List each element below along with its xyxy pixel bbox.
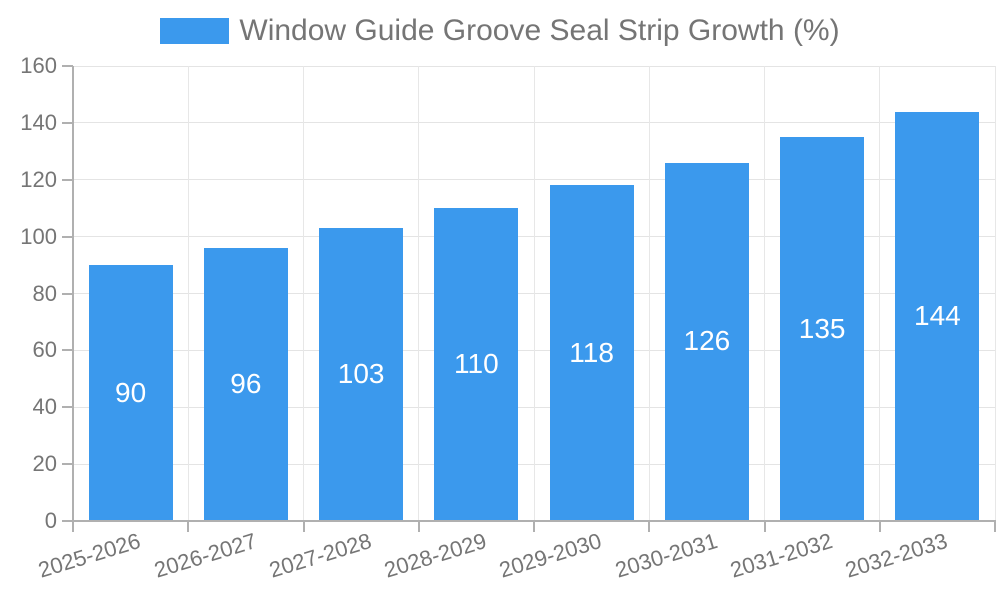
x-tick <box>763 521 766 532</box>
x-tick-label: 2030-2031 <box>611 528 720 583</box>
x-tick <box>648 521 651 532</box>
bar-value-label: 110 <box>454 348 499 380</box>
bar-value-label: 103 <box>337 358 385 390</box>
x-tick-label: 2032-2033 <box>842 528 951 583</box>
y-tick <box>62 121 73 124</box>
x-tick-label: 2026-2027 <box>150 528 259 583</box>
bar[interactable]: 135 <box>780 137 865 520</box>
x-tick <box>994 521 996 532</box>
x-tick <box>878 521 881 532</box>
bar[interactable]: 118 <box>549 185 634 520</box>
y-tick-label: 0 <box>44 508 57 533</box>
y-tick <box>62 463 73 466</box>
legend-label: Window Guide Groove Seal Strip Growth (%… <box>239 14 840 47</box>
y-tick-label: 40 <box>32 394 57 420</box>
x-tick <box>533 521 535 532</box>
bar-value-label: 135 <box>798 312 846 344</box>
bar-value-label: 90 <box>115 376 147 408</box>
x-tick-label: 2025-2026 <box>35 528 144 583</box>
bar-value-label: 144 <box>914 299 961 331</box>
y-tick <box>62 406 73 409</box>
bar[interactable]: 96 <box>203 248 288 520</box>
y-tick-label: 80 <box>32 280 57 306</box>
y-tick-label: 20 <box>32 451 57 477</box>
y-axis-line <box>72 66 74 521</box>
bar-value-label: 96 <box>230 368 262 399</box>
y-tick <box>62 520 73 522</box>
x-gridline <box>418 66 420 521</box>
legend-swatch <box>160 17 230 44</box>
bar[interactable]: 103 <box>319 228 404 520</box>
x-axis-line <box>72 520 996 522</box>
x-tick-label: 2029-2030 <box>496 528 605 583</box>
x-tick-label: 2027-2028 <box>266 528 375 583</box>
x-gridline <box>533 66 535 521</box>
x-gridline <box>764 66 765 521</box>
y-tick-label: 140 <box>20 109 57 135</box>
y-tick <box>62 65 73 67</box>
bar[interactable]: 110 <box>434 208 519 520</box>
bar[interactable]: 144 <box>895 111 980 520</box>
x-gridline <box>187 66 189 521</box>
bar[interactable]: 126 <box>664 162 749 520</box>
y-tick <box>62 292 73 295</box>
bar-value-label: 126 <box>683 325 731 357</box>
y-tick-label: 60 <box>32 337 57 363</box>
x-gridline <box>994 66 996 521</box>
y-tick-label: 160 <box>20 53 57 78</box>
y-tick-label: 120 <box>20 166 57 192</box>
x-tick-label: 2028-2029 <box>381 528 490 583</box>
x-tick <box>417 521 420 532</box>
bar[interactable]: 90 <box>88 265 173 520</box>
x-gridline <box>648 66 650 521</box>
x-tick <box>187 521 190 532</box>
x-tick-label: 2031-2032 <box>727 528 836 583</box>
bar-value-label: 118 <box>569 336 614 368</box>
y-tick-label: 100 <box>20 223 57 249</box>
x-tick <box>302 521 305 532</box>
x-gridline <box>879 66 881 521</box>
y-tick <box>62 349 73 352</box>
x-gridline <box>303 66 304 521</box>
legend[interactable]: Window Guide Groove Seal Strip Growth (%… <box>0 14 1000 47</box>
y-tick <box>62 235 73 238</box>
y-tick <box>62 178 73 181</box>
x-tick <box>72 521 74 532</box>
